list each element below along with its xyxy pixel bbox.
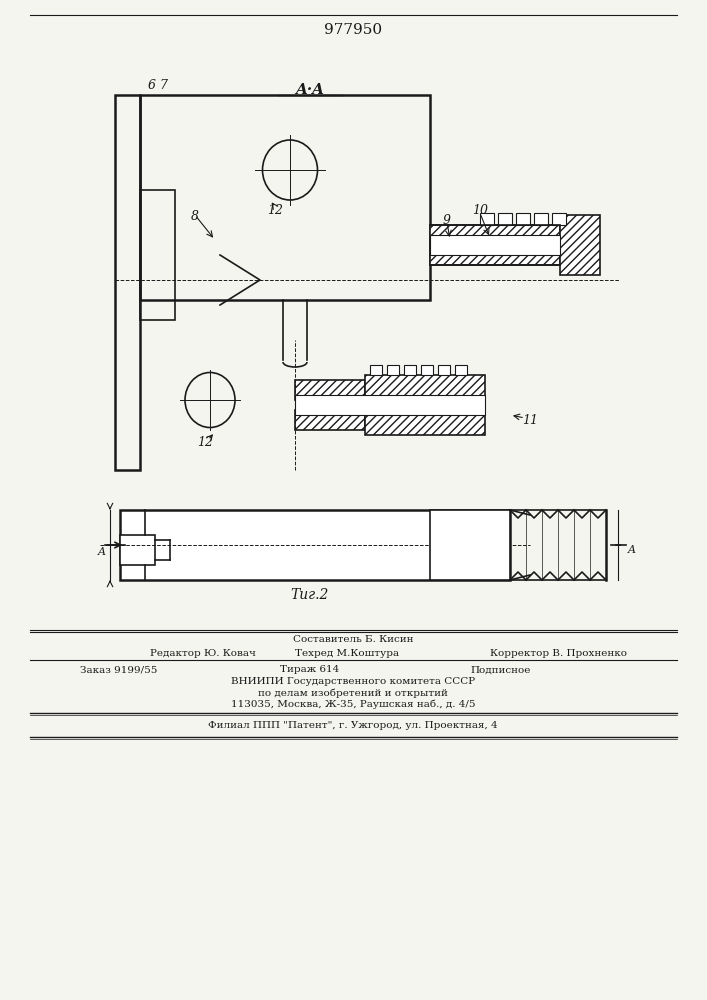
Bar xyxy=(430,235,560,255)
Bar xyxy=(295,380,365,400)
Text: 12: 12 xyxy=(267,204,283,217)
Bar xyxy=(534,213,548,225)
Bar xyxy=(295,395,485,415)
Text: Редактор Ю. Ковач: Редактор Ю. Ковач xyxy=(150,648,256,658)
Text: A: A xyxy=(98,547,106,557)
Text: 9: 9 xyxy=(443,214,451,227)
Text: A·A: A·A xyxy=(296,83,325,97)
Bar xyxy=(140,95,430,300)
Text: Филиал ППП "Патент", г. Ужгород, ул. Проектная, 4: Филиал ППП "Патент", г. Ужгород, ул. Про… xyxy=(208,720,498,730)
Bar xyxy=(387,365,399,375)
Text: Тираж 614: Тираж 614 xyxy=(280,666,339,674)
Text: 6: 6 xyxy=(148,79,156,92)
Bar xyxy=(516,213,530,225)
Bar xyxy=(404,365,416,375)
Bar xyxy=(421,365,433,375)
Text: Техред М.Коштура: Техред М.Коштура xyxy=(295,648,399,658)
Bar xyxy=(560,215,600,275)
Bar xyxy=(455,365,467,375)
Bar xyxy=(115,95,140,470)
Text: Τиг.2: Τиг.2 xyxy=(291,588,329,602)
Text: Подписное: Подписное xyxy=(470,666,530,674)
Text: Заказ 9199/55: Заказ 9199/55 xyxy=(80,666,158,674)
Text: 977950: 977950 xyxy=(324,23,382,37)
Bar xyxy=(370,365,382,375)
Bar xyxy=(438,365,450,375)
Bar xyxy=(430,510,510,580)
Bar xyxy=(552,213,566,225)
Text: 8: 8 xyxy=(191,211,199,224)
Bar xyxy=(120,510,510,580)
Text: 11: 11 xyxy=(522,414,538,426)
Text: Корректор В. Прохненко: Корректор В. Прохненко xyxy=(490,648,627,658)
Text: 12: 12 xyxy=(197,436,213,448)
Bar xyxy=(140,190,175,320)
Bar xyxy=(498,213,512,225)
Text: 113035, Москва, Ж-35, Раушская наб., д. 4/5: 113035, Москва, Ж-35, Раушская наб., д. … xyxy=(230,699,475,709)
Text: ВНИИПИ Государственного комитета СССР: ВНИИПИ Государственного комитета СССР xyxy=(231,678,475,686)
Text: по делам изобретений и открытий: по делам изобретений и открытий xyxy=(258,688,448,698)
Bar xyxy=(295,410,365,430)
Bar xyxy=(430,225,560,265)
Text: 10: 10 xyxy=(472,204,488,217)
Text: A: A xyxy=(628,545,636,555)
Text: 7: 7 xyxy=(159,79,167,92)
Text: Составитель Б. Кисин: Составитель Б. Кисин xyxy=(293,636,414,645)
Bar xyxy=(480,213,494,225)
Bar xyxy=(365,375,485,435)
Bar xyxy=(120,535,155,565)
